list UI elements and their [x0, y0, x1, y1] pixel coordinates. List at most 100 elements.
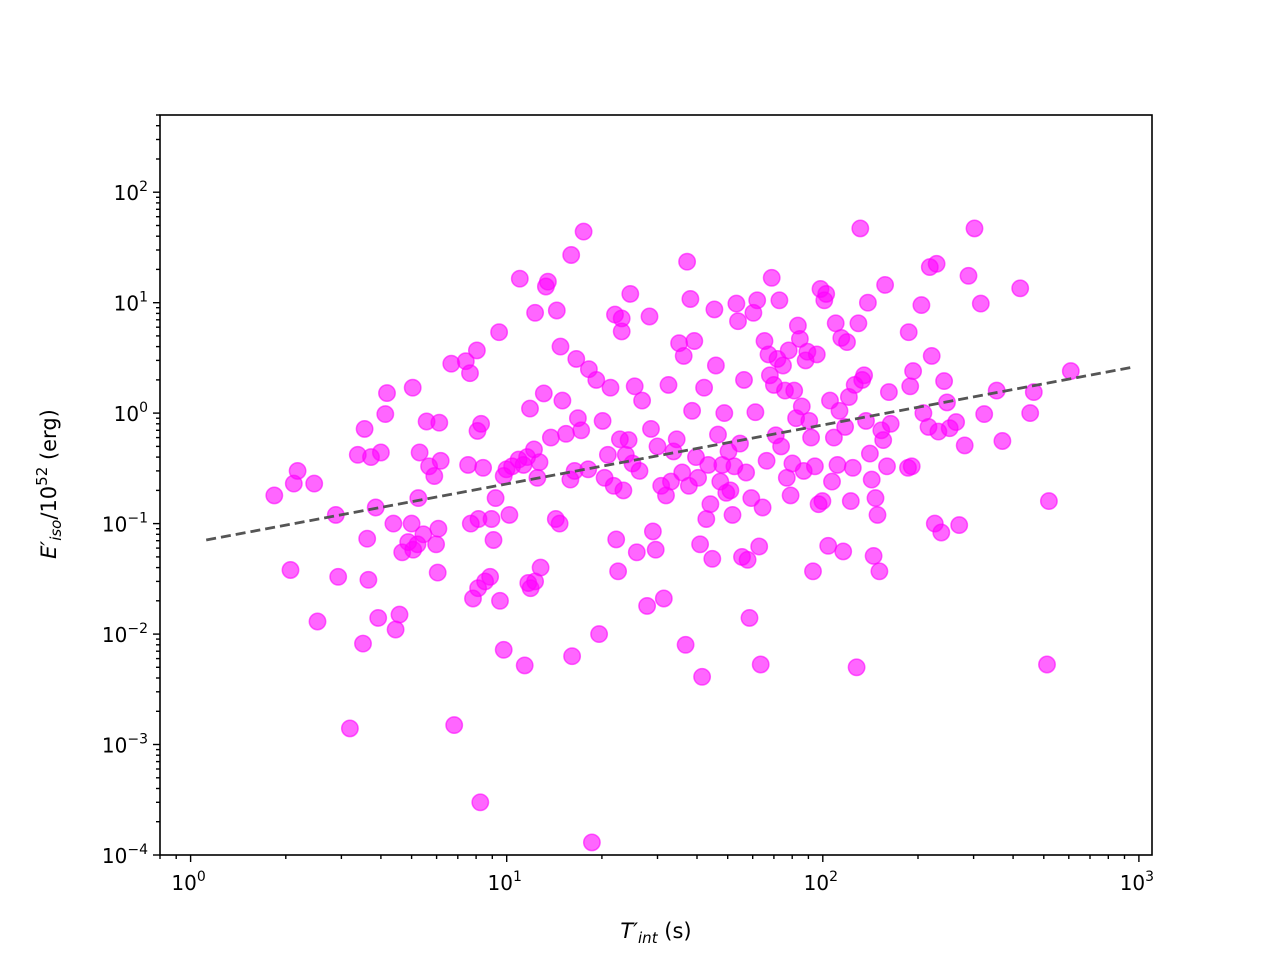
scatter-point — [1021, 404, 1040, 423]
scatter-point — [431, 451, 450, 470]
scatter-point — [355, 419, 374, 438]
scatter-point — [384, 514, 403, 533]
scatter-point — [607, 530, 626, 549]
scatter-point — [601, 378, 620, 397]
scatter-point — [772, 437, 791, 456]
scatter-point — [709, 425, 727, 444]
scatter-point — [748, 291, 767, 310]
scatter-point — [878, 457, 896, 476]
scatter-point — [727, 294, 746, 313]
scatter-point — [779, 341, 798, 360]
scatter-point — [927, 254, 946, 273]
scatter-point — [781, 486, 800, 505]
scatter-point — [746, 403, 765, 422]
scatter-point — [676, 635, 695, 654]
scatter-point — [750, 537, 769, 556]
scatter-point — [428, 563, 447, 582]
scatter-point — [738, 550, 757, 569]
scatter-point — [281, 561, 300, 579]
scatter-point — [500, 505, 519, 524]
scatter-point — [482, 510, 501, 528]
x-tick-label: 100 — [171, 869, 205, 895]
scatter-point — [703, 549, 722, 568]
scatter-point — [843, 458, 862, 477]
scatter-point — [774, 356, 792, 375]
scatter-point — [654, 589, 673, 608]
scatter-point — [574, 222, 593, 241]
scatter-point — [612, 322, 631, 341]
scatter-point — [410, 443, 429, 462]
scatter-point — [819, 536, 838, 555]
scatter-point — [735, 370, 753, 389]
scatter-point — [838, 333, 856, 352]
scatter-point — [685, 332, 704, 350]
scatter-point — [402, 514, 421, 533]
scatter-point — [935, 372, 954, 391]
y-tick-label: 10−3 — [102, 732, 148, 758]
scatter-point — [1024, 383, 1043, 402]
scatter-point — [922, 346, 941, 365]
scatter-point — [731, 434, 749, 453]
scatter-point — [950, 516, 969, 535]
scatter-point — [490, 323, 509, 342]
scatter-point — [813, 492, 832, 511]
scatter-point — [640, 307, 659, 326]
scatter-point — [729, 312, 747, 331]
scatter-point — [619, 431, 638, 450]
y-tick-label: 10−2 — [102, 621, 148, 647]
scatter-point — [386, 620, 405, 639]
scatter-point — [932, 523, 951, 542]
scatter-point — [471, 793, 490, 812]
scatter-point — [547, 301, 566, 320]
scatter-point — [807, 345, 826, 364]
scatter-point — [879, 383, 898, 402]
y-tick-label: 10−1 — [102, 511, 148, 537]
scatter-point — [751, 655, 770, 674]
scatter-point — [474, 458, 493, 477]
scatter-point — [753, 498, 772, 517]
scatter-point — [862, 470, 881, 489]
scatter-point — [369, 608, 388, 627]
scatter-point — [534, 384, 553, 403]
scatter-point — [971, 294, 990, 313]
scatter-point — [792, 397, 811, 416]
fit-line — [205, 365, 1133, 542]
scatter-point — [802, 428, 821, 447]
y-tick-label: 100 — [114, 400, 148, 426]
scatter-point — [429, 519, 448, 538]
scatter-point — [646, 540, 665, 559]
scatter-points — [265, 219, 1080, 852]
scatter-point — [691, 535, 710, 554]
scatter-point — [706, 356, 725, 375]
scatter-point — [491, 591, 509, 610]
scatter-point — [358, 529, 377, 548]
scatter-point — [955, 436, 974, 455]
scatter-point — [705, 300, 724, 319]
scatter-point — [633, 391, 652, 410]
scatter-point — [265, 486, 284, 505]
y-axis-ticks: 10−4 10−3 10−2 10−1 100 101 102 — [102, 114, 160, 868]
x-tick-label: 102 — [804, 869, 838, 895]
scatter-point — [947, 413, 966, 432]
scatter-point — [587, 370, 606, 389]
scatter-point — [860, 444, 879, 463]
scatter-point — [572, 421, 591, 440]
scatter-point — [593, 411, 612, 430]
scatter-point — [445, 716, 464, 735]
scatter-point — [515, 656, 534, 675]
scatter-point — [638, 596, 657, 615]
scatter-point — [874, 431, 893, 450]
scatter-point — [308, 612, 327, 631]
scatter-point — [553, 391, 572, 410]
scatter-point — [371, 443, 390, 462]
scatter-point — [627, 543, 646, 562]
scatter-point — [899, 323, 918, 342]
scatter-point — [521, 399, 539, 418]
scatter-point — [667, 430, 686, 449]
scatter-point — [486, 489, 505, 508]
scatter-point — [824, 428, 843, 447]
scatter-point — [851, 219, 870, 238]
scatter-point — [847, 658, 866, 677]
y-tick-label: 101 — [114, 290, 148, 316]
scatter-point — [642, 419, 660, 438]
